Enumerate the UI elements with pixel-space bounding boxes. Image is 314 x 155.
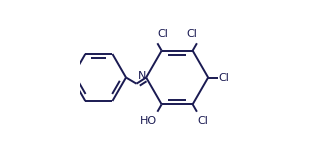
Text: HO: HO: [139, 116, 157, 126]
Text: Cl: Cl: [186, 29, 197, 39]
Text: Cl: Cl: [157, 29, 168, 39]
Text: N: N: [138, 71, 146, 81]
Text: Cl: Cl: [218, 73, 229, 82]
Text: Cl: Cl: [198, 116, 208, 126]
